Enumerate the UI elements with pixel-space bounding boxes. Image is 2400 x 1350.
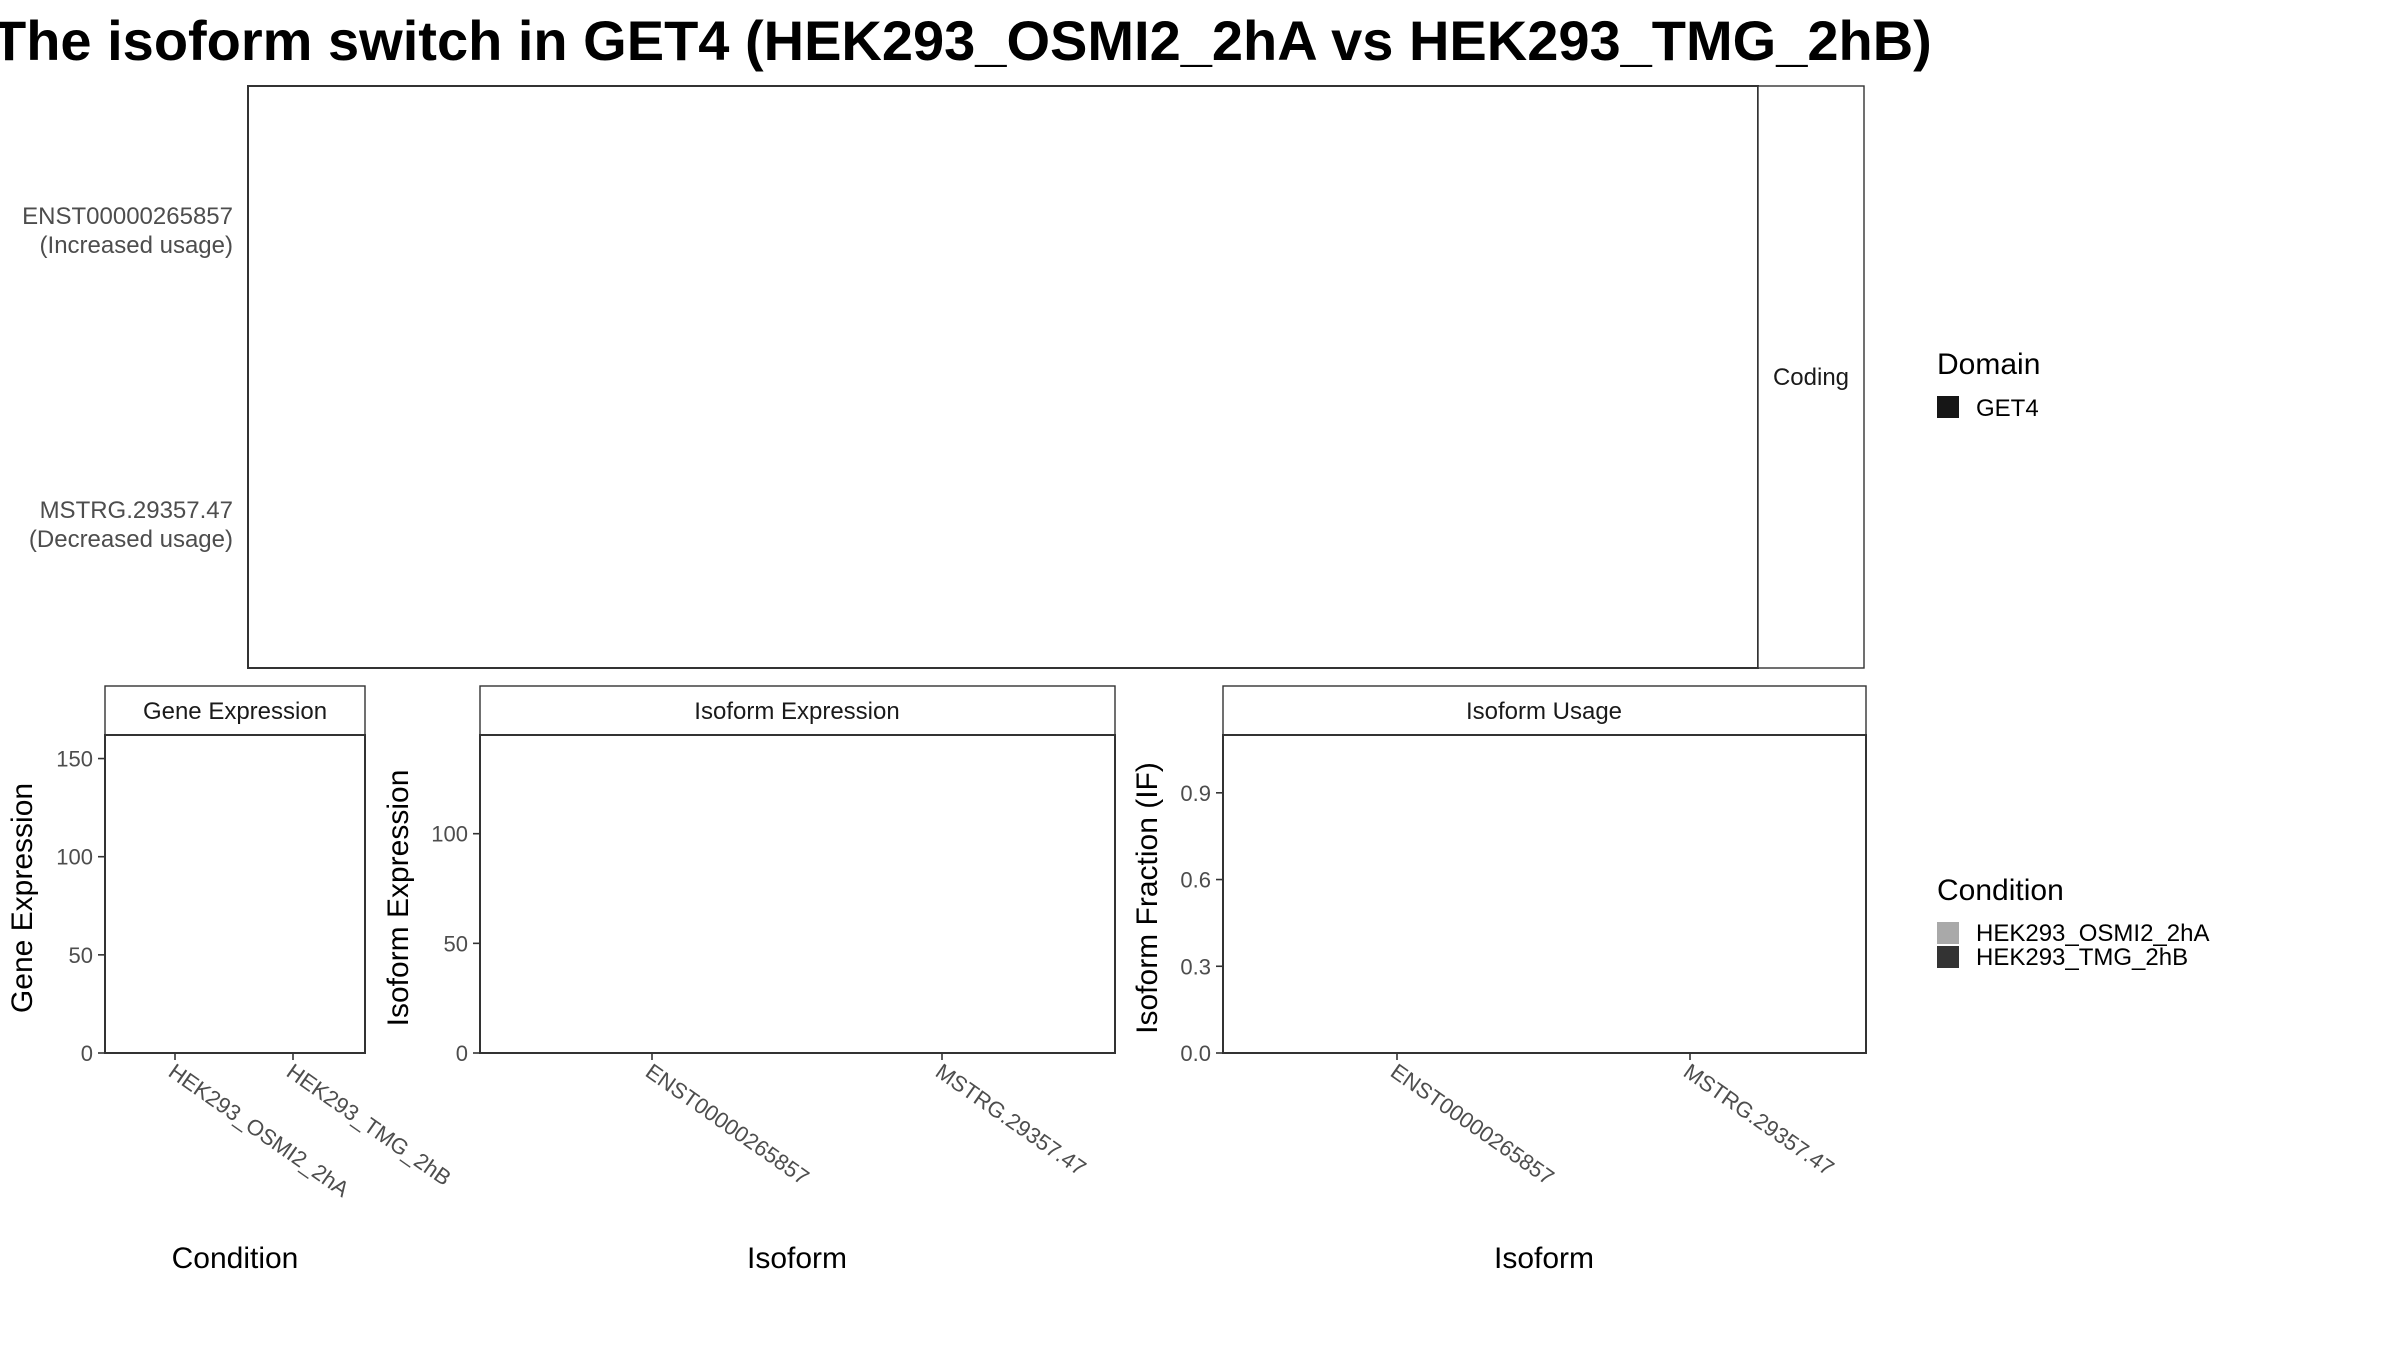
isoform-usage-ytick-label-3: 0.9: [1180, 781, 1211, 806]
condition-legend: Condition HEK293_OSMI2_2hA HEK293_TMG_2h…: [1937, 874, 2209, 971]
isoform-expression-ylabel: Isoform Expression: [382, 770, 415, 1027]
structure-panel-border: [247, 85, 1759, 669]
gene-expression-ylabel: Gene Expression: [6, 783, 39, 1013]
gene-expression-border: [104, 734, 366, 1054]
isoform-expression-xtick-label-1: MSTRG.29357.47: [931, 1059, 1091, 1181]
structure-facet-label: Coding: [1773, 364, 1849, 391]
condition-legend-swatch-a: [1937, 922, 1959, 944]
gene-expression-panel: Gene Expression 050100150HEK293_OSMI2_2h…: [6, 685, 456, 1275]
isoform-usage-ylabel: Isoform Fraction (IF): [1131, 762, 1164, 1034]
condition-legend-swatch-b: [1937, 946, 1959, 968]
isoform-label-1-line-2: (Increased usage): [40, 232, 233, 259]
isoform-expression-plot: 0 50 100 ENST00000265857 MSTRG.29357.47: [431, 734, 1116, 1190]
isoform-expression-border: [479, 734, 1116, 1054]
isoform-expression-strip: [479, 685, 1116, 736]
condition-legend-title: Condition: [1937, 874, 2064, 907]
isoform-usage-border: [1222, 734, 1867, 1054]
isoform-usage-xtick-label-1: MSTRG.29357.47: [1679, 1059, 1839, 1181]
isoform-expression-ytick-label-2: 100: [431, 822, 468, 847]
isoform-expression-xlabel: Isoform: [747, 1242, 847, 1275]
structure-panel: Coding ENST00000265857 (Increased usage)…: [22, 85, 1865, 669]
gene-expression-xlabel: Condition: [172, 1242, 299, 1275]
isoform-usage-ytick-label-0: 0.0: [1180, 1041, 1211, 1066]
domain-legend-label-get4: GET4: [1976, 395, 2039, 422]
gene-expression-ytick-label-1: 50: [69, 943, 93, 968]
isoform-expression-ytick-label-0: 0: [456, 1041, 468, 1066]
isoform-usage-ytick-label-2: 0.6: [1180, 868, 1211, 893]
gene-expression-ytick-label-0: 0: [81, 1041, 93, 1066]
gene-expression-strip-title: Gene Expression: [143, 698, 327, 725]
condition-legend-label-a: HEK293_OSMI2_2hA: [1976, 920, 2209, 947]
isoform-expression-panel: Isoform Expression 0 50 100 ENST00000265857…: [382, 685, 1116, 1275]
isoform-label-2-line-1: MSTRG.29357.47: [40, 497, 233, 524]
gene-expression-ytick-label-3: 150: [56, 747, 93, 772]
isoform-usage-xlabel: Isoform: [1494, 1242, 1594, 1275]
isoform-usage-panel: Isoform Usage ****0.00.30.60.9ENST000002…: [1131, 685, 1867, 1275]
isoform-label-1-line-1: ENST00000265857: [22, 203, 233, 230]
isoform-expression-strip-title: Isoform Expression: [694, 698, 899, 725]
isoform-usage-plot: ****0.00.30.60.9ENST00000265857MSTRG.293…: [1180, 734, 1867, 1190]
domain-legend: Domain GET4: [1937, 348, 2040, 422]
domain-legend-title: Domain: [1937, 348, 2040, 381]
figure-title: The isoform switch in GET4 (HEK293_OSMI2…: [0, 9, 1932, 72]
isoform-usage-ytick-label-1: 0.3: [1180, 954, 1211, 979]
condition-legend-label-b: HEK293_TMG_2hB: [1976, 944, 2188, 971]
domain-legend-swatch-get4: [1937, 396, 1959, 418]
structure-facet-strip: [1757, 85, 1865, 669]
isoform-usage-strip-title: Isoform Usage: [1466, 698, 1622, 725]
isoform-usage-xtick-label-0: ENST00000265857: [1386, 1059, 1559, 1190]
isoform-usage-strip: [1222, 685, 1867, 736]
gene-expression-ytick-label-2: 100: [56, 845, 93, 870]
isoform-label-2-line-2: (Decreased usage): [29, 526, 233, 553]
isoform-expression-xtick-label-0: ENST00000265857: [641, 1059, 814, 1190]
isoform-expression-ytick-label-1: 50: [444, 931, 468, 956]
